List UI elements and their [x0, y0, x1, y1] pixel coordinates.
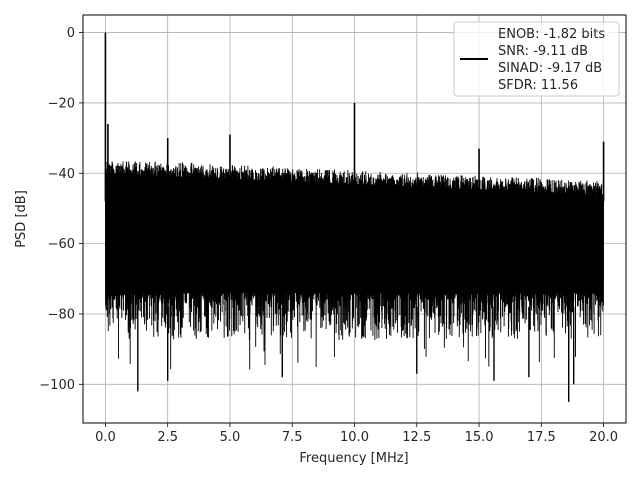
x-tick-label: 12.5	[402, 430, 431, 445]
y-tick-label: 0	[67, 26, 75, 41]
legend-enob: ENOB: -1.82 bits	[498, 27, 605, 42]
x-axis-label: Frequency [MHz]	[299, 451, 408, 466]
x-tick-label: 15.0	[465, 430, 494, 445]
psd-trace	[104, 32, 605, 402]
legend-sinad: SINAD: -9.17 dB	[498, 61, 602, 76]
y-tick-label: −100	[39, 378, 75, 393]
x-tick-label: 0.0	[95, 430, 116, 445]
x-tick-label: 2.5	[157, 430, 178, 445]
legend-box	[453, 21, 620, 97]
x-tick-label: 7.5	[282, 430, 303, 445]
x-tick-label: 5.0	[220, 430, 241, 445]
x-tick-label: 17.5	[527, 430, 556, 445]
legend: ENOB: -1.82 bits SNR: -9.11 dB SINAD: -9…	[453, 21, 620, 97]
legend-snr: SNR: -9.11 dB	[498, 44, 588, 59]
y-tick-label: −80	[48, 307, 75, 322]
y-tick-label: −40	[48, 167, 75, 182]
x-tick-label: 20.0	[589, 430, 618, 445]
y-tick-label: −60	[48, 237, 75, 252]
legend-sfdr: SFDR: 11.56	[498, 78, 578, 93]
x-axis-ticks: 0.0 2.5 5.0 7.5 10.0 12.5 15.0 17.5 20.0	[95, 423, 618, 445]
y-axis-label: PSD [dB]	[14, 190, 29, 248]
y-axis-ticks: 0 −20 −40 −60 −80 −100	[39, 26, 83, 393]
x-tick-label: 10.0	[340, 430, 369, 445]
y-tick-label: −20	[48, 96, 75, 111]
